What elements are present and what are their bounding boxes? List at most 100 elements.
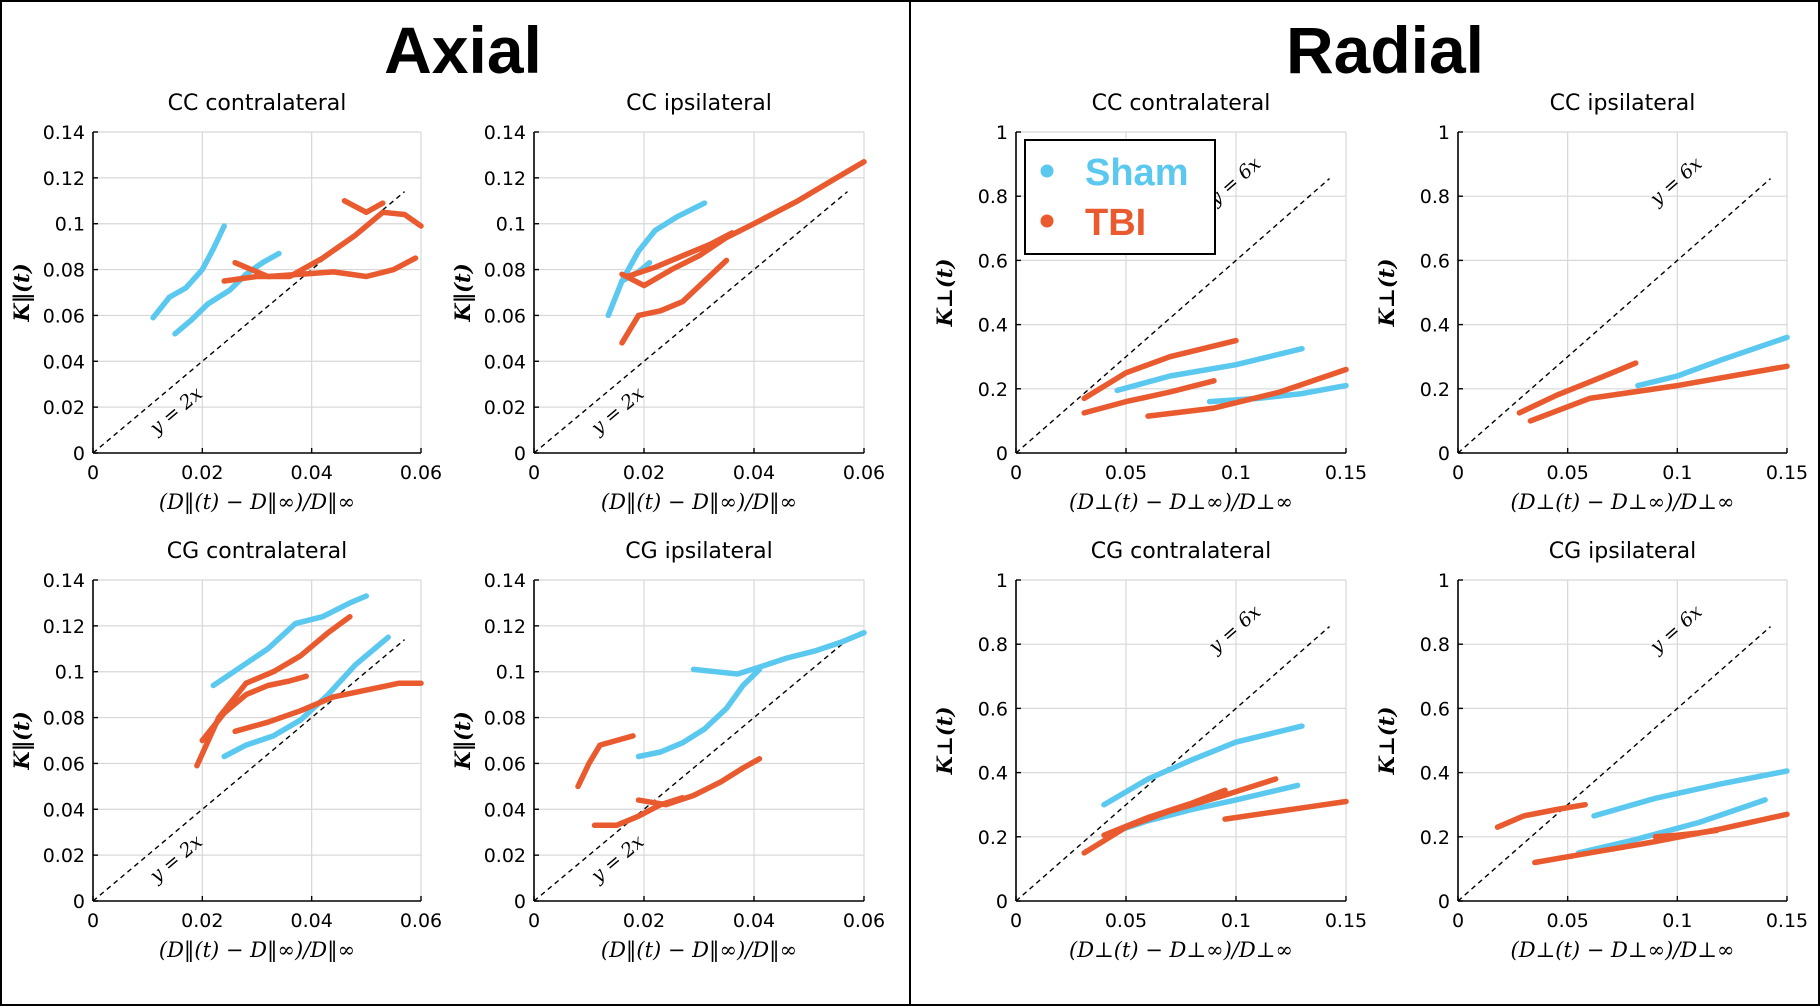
- chart-7-x-tick-label: 0.15: [1325, 910, 1367, 932]
- chart-8-x-tick-label: 0.15: [1766, 910, 1808, 932]
- chart-8-title: CG ipsilateral: [1549, 539, 1696, 564]
- chart-1-x-tick-label: 0.02: [181, 462, 223, 484]
- chart-1-y-tick-label: 0.04: [43, 351, 85, 373]
- chart-1-series-sham-1: [150, 223, 227, 321]
- chart-1-series-tbi-4: [232, 255, 419, 280]
- chart-8-y-tick-label: 0.4: [1420, 763, 1450, 785]
- chart-7-title: CG contralateral: [1091, 539, 1271, 564]
- chart-1-reference-line: [92, 191, 406, 454]
- chart-5-series-tbi-5: [1145, 366, 1349, 419]
- chart-2-x-tick-label: 0.06: [843, 462, 885, 484]
- chart-3-y-tick-label: 0.02: [43, 845, 85, 867]
- chart-4-series-sham-1: [690, 629, 867, 677]
- chart-2-series-tbi-4: [619, 257, 730, 346]
- chart-2-y-label: K‖(t): [450, 263, 475, 322]
- chart-8-series-tbi-3: [1494, 801, 1588, 830]
- chart-6-y-tick-label: 0: [1438, 443, 1450, 465]
- chart-1-y-tick-label: 0.06: [43, 305, 85, 327]
- chart-7-series-tbi-5: [1222, 798, 1349, 822]
- chart-3-y-label: K‖(t): [9, 711, 34, 770]
- radial-panel-border: [909, 0, 1820, 1006]
- chart-5-series-sham-2: [1206, 382, 1349, 405]
- chart-8-y-tick-label: 0.8: [1420, 634, 1450, 656]
- chart-1-y-tick-label: 0.02: [43, 397, 85, 419]
- chart-7-x-tick-label: 0.05: [1105, 910, 1147, 932]
- chart-4-series-tbi-5: [635, 756, 763, 808]
- chart-5-x-tick-label: 0.1: [1221, 462, 1251, 484]
- chart-2-y-tick-label: 0.1: [496, 214, 526, 236]
- chart-8-y-label: K⊥(t): [1374, 707, 1399, 776]
- chart-2-series-sham-1: [605, 200, 708, 319]
- chart-1-x-label: (D‖(t) − D‖∞)/D‖∞: [159, 490, 355, 515]
- legend-box: [1024, 139, 1216, 255]
- chart-7-y-tick-label: 0.8: [978, 634, 1008, 656]
- chart-4-x-label: (D‖(t) − D‖∞)/D‖∞: [601, 938, 797, 963]
- chart-5-series-tbi-4: [1081, 378, 1217, 416]
- chart-4-reference-label: y = 2x: [586, 830, 648, 887]
- chart-1-reference-label: y = 2x: [145, 382, 207, 439]
- chart-3-y-tick-label: 0.14: [43, 570, 85, 592]
- chart-3-x-tick-label: 0.02: [181, 910, 223, 932]
- chart-2-y-tick-label: 0.08: [484, 260, 526, 282]
- chart-7-series-tbi-4: [1101, 787, 1228, 838]
- chart-8-x-tick-label: 0.1: [1662, 910, 1692, 932]
- chart-7-x-tick-label: 0.1: [1221, 910, 1251, 932]
- chart-4-y-tick-label: 0.02: [484, 845, 526, 867]
- chart-2-y-tick-label: 0.04: [484, 351, 526, 373]
- chart-4-y-tick-label: 0.12: [484, 616, 526, 638]
- chart-5-x-tick-label: 0: [1010, 462, 1022, 484]
- chart-7-y-label: K⊥(t): [932, 707, 957, 776]
- chart-3-series-sham-1: [210, 593, 370, 689]
- chart-7-y-tick-label: 0.2: [978, 827, 1008, 849]
- chart-7-reference-label: y = 6x: [1204, 601, 1266, 659]
- chart-1-series-sham-2: [172, 250, 282, 337]
- chart-4-x-tick-label: 0: [528, 910, 540, 932]
- chart-3-y-tick-label: 0.12: [43, 616, 85, 638]
- chart-6-x-tick-label: 0.1: [1662, 462, 1692, 484]
- chart-4-y-tick-label: 0.04: [484, 799, 526, 821]
- chart-6-y-tick-label: 0.4: [1420, 315, 1450, 337]
- chart-4-title: CG ipsilateral: [625, 539, 772, 564]
- chart-5-x-tick-label: 0.05: [1105, 462, 1147, 484]
- chart-1-y-tick-label: 0.12: [43, 168, 85, 190]
- chart-8-series-sham-1: [1591, 768, 1790, 819]
- chart-7-x-label: (D⊥(t) − D⊥∞)/D⊥∞: [1069, 938, 1293, 962]
- chart-6-y-tick-label: 0.8: [1420, 186, 1450, 208]
- chart-3-title: CG contralateral: [167, 539, 347, 564]
- chart-6-y-tick-label: 0.6: [1420, 250, 1450, 272]
- chart-5-x-label: (D⊥(t) − D⊥∞)/D⊥∞: [1069, 490, 1293, 514]
- chart-6-reference-label: y = 6x: [1645, 153, 1707, 211]
- chart-8-y-tick-label: 1: [1438, 570, 1450, 592]
- chart-1-x-tick-label: 0.04: [291, 462, 333, 484]
- chart-1-x-tick-label: 0.06: [400, 462, 442, 484]
- chart-6-x-tick-label: 0.15: [1766, 462, 1808, 484]
- axial-section-title: Axial: [384, 13, 542, 87]
- chart-4-y-tick-label: 0.06: [484, 753, 526, 775]
- chart-5-series-sham-1: [1114, 345, 1305, 394]
- chart-8-series-sham-2: [1575, 797, 1768, 856]
- chart-6-x-tick-label: 0.05: [1547, 462, 1589, 484]
- chart-3-reference-label: y = 2x: [145, 830, 207, 887]
- chart-8-series-tbi-4: [1532, 811, 1790, 866]
- chart-5-y-tick-label: 1: [996, 122, 1008, 144]
- chart-5-y-tick-label: 0.6: [978, 250, 1008, 272]
- chart-1-x-tick-label: 0: [87, 462, 99, 484]
- chart-3-x-tick-label: 0: [87, 910, 99, 932]
- chart-1-y-tick-label: 0.1: [55, 214, 85, 236]
- chart-4-y-tick-label: 0.14: [484, 570, 526, 592]
- chart-8-x-tick-label: 0.05: [1547, 910, 1589, 932]
- chart-1-series-tbi-5: [341, 198, 386, 216]
- chart-3-reference-line: [92, 639, 406, 902]
- chart-2-series-tbi-5: [624, 230, 735, 280]
- chart-6-series-tbi-2: [1516, 360, 1639, 416]
- chart-8-y-tick-label: 0.6: [1420, 698, 1450, 720]
- chart-6-reference-line: [1457, 178, 1772, 454]
- chart-6-series-sham-1: [1635, 334, 1790, 389]
- chart-2-x-tick-label: 0.02: [623, 462, 665, 484]
- chart-4-y-label: K‖(t): [450, 711, 475, 770]
- chart-2-y-tick-label: 0: [514, 443, 526, 465]
- chart-5-y-tick-label: 0: [996, 443, 1008, 465]
- chart-4-reference-line: [533, 639, 848, 902]
- chart-5-x-tick-label: 0.15: [1325, 462, 1367, 484]
- chart-3-series-tbi-3: [194, 613, 353, 769]
